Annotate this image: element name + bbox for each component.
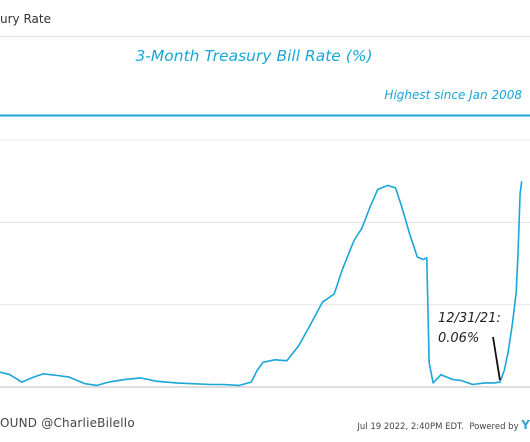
footer-powered-by: Powered by	[469, 422, 519, 432]
annotation-value: 0.06%	[438, 331, 479, 346]
page-title: ury Rate	[0, 12, 51, 26]
brand-logo[interactable]: Y	[521, 418, 530, 432]
gridlines	[0, 139, 530, 306]
series-line	[0, 181, 523, 387]
treasury-rate-chart: 2010201220142016201820202022 Highest sin…	[0, 47, 530, 388]
header-divider	[0, 36, 530, 37]
reference-line-label: Highest since Jan 2008	[384, 88, 522, 102]
footer-timestamp: Jul 19 2022, 2:40PM EDT.	[357, 422, 464, 432]
footer-credit: OUND @CharlieBilello	[0, 416, 135, 430]
chart-title: 3-Month Treasury Bill Rate (%)	[135, 47, 372, 65]
footer-info: Jul 19 2022, 2:40PM EDT. Powered by Y	[357, 418, 530, 432]
annotation-arrow	[492, 336, 501, 381]
annotation-date: 12/31/21:	[438, 311, 501, 326]
